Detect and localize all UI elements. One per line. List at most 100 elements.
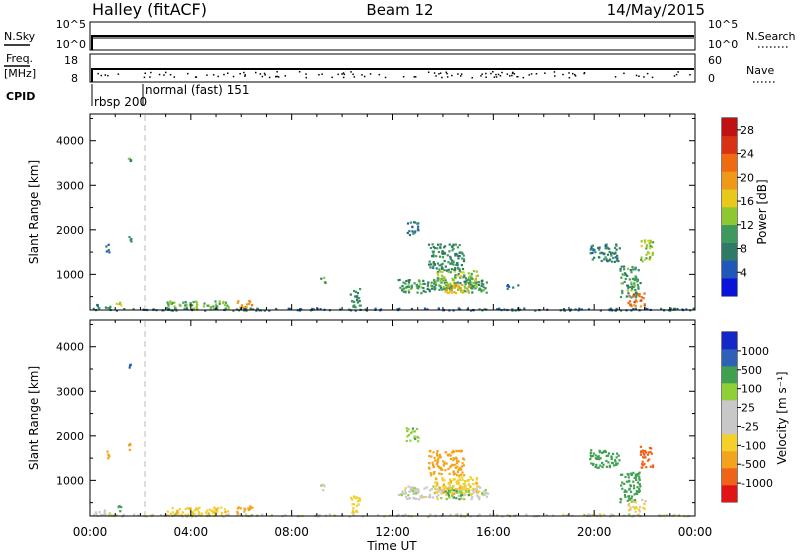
scatter-cell [185, 301, 187, 303]
scatter-cell [128, 158, 130, 160]
scatter-cell [644, 259, 646, 261]
scatter-cell [427, 281, 429, 283]
nave-dot [636, 75, 638, 77]
scatter-cell [446, 463, 448, 465]
nave-dot [244, 75, 246, 77]
scatter-cell [448, 285, 450, 287]
nave-dot [523, 77, 525, 79]
scatter-cell [467, 279, 469, 281]
velocity-colorbar-tick-label: -500 [741, 458, 766, 471]
scatter-cell [464, 480, 466, 482]
scatter-cell [445, 279, 447, 281]
scatter-cell [452, 464, 454, 466]
scatter-cell [182, 511, 184, 513]
scatter-cell [214, 300, 216, 302]
scatter-cell [458, 495, 460, 497]
scatter-cell [616, 453, 618, 455]
nave-dot [494, 76, 496, 78]
nave-dot [354, 76, 356, 78]
nave-dot [531, 73, 533, 75]
scatter-cell [417, 228, 419, 230]
velocity-ylabel: Slant Range [km] [27, 366, 41, 470]
nave-dot [544, 72, 546, 74]
scatter-cell [458, 476, 460, 478]
scatter-cell [462, 268, 464, 270]
scatter-cell [648, 451, 650, 453]
scatter-cell [610, 514, 612, 516]
scatter-cell [639, 293, 641, 295]
nave-dot [509, 75, 511, 77]
scatter-cell [415, 492, 417, 494]
scatter-cell [638, 295, 640, 297]
nave-dot [615, 76, 617, 78]
scatter-cell [458, 498, 460, 500]
velocity-colorbar-segment [722, 451, 737, 468]
scatter-cell [212, 305, 214, 307]
scatter-cell [641, 245, 643, 247]
scatter-cell [607, 254, 609, 256]
nave-dot [575, 75, 577, 77]
scatter-cell [610, 255, 612, 257]
scatter-cell [208, 512, 210, 514]
scatter-cell [466, 480, 468, 482]
scatter-cell [592, 463, 594, 465]
scatter-cell [209, 509, 211, 511]
scatter-cell [432, 451, 434, 453]
scatter-cell [408, 230, 410, 232]
nave-dot [512, 73, 514, 75]
scatter-cell [629, 484, 631, 486]
nsky-label: N.Sky [4, 30, 36, 43]
scatter-cell [609, 465, 611, 467]
scatter-cell [172, 511, 174, 513]
scatter-cell [628, 513, 630, 515]
nave-dot [321, 73, 323, 75]
scatter-cell [430, 456, 432, 458]
scatter-cell [353, 496, 355, 498]
scatter-cell [408, 279, 410, 281]
scatter-cell [607, 461, 609, 463]
nave-dot [223, 74, 225, 76]
nave-dot [403, 76, 405, 78]
power-colorbar-tick-label: 8 [740, 243, 747, 256]
scatter-cell [449, 473, 451, 475]
scatter-cell [402, 492, 404, 494]
power-colorbar-segment [722, 154, 737, 172]
nave-dot [299, 71, 301, 73]
scatter-cell [430, 263, 432, 265]
nsky-tick-bottom: 10^0 [56, 38, 86, 51]
scatter-cell [638, 269, 640, 271]
scatter-cell [626, 481, 628, 483]
nave-dot [306, 77, 308, 79]
scatter-cell [95, 511, 97, 513]
scatter-cell [627, 268, 629, 270]
nave-dot [568, 72, 570, 74]
scatter-cell [414, 438, 416, 440]
nave-dot [195, 76, 197, 78]
scatter-cell [618, 455, 620, 457]
scatter-cell [643, 503, 645, 505]
scatter-cell [405, 496, 407, 498]
nave-dot [385, 77, 387, 79]
scatter-cell [481, 493, 483, 495]
scatter-cell [445, 451, 447, 453]
scatter-cell [432, 462, 434, 464]
scatter-cell [590, 252, 592, 254]
velocity-colorbar-tick-label: 25 [741, 402, 755, 415]
scatter-cell [606, 466, 608, 468]
y-tick-label: 1000 [56, 268, 84, 281]
nave-dot [239, 73, 241, 75]
scatter-cell [637, 481, 639, 483]
scatter-cell [443, 484, 445, 486]
scatter-cell [634, 508, 636, 510]
nave-dot [255, 72, 257, 74]
nave-dot [285, 75, 287, 77]
scatter-cell [203, 305, 205, 307]
scatter-cell [450, 258, 452, 260]
scatter-cell [429, 450, 431, 452]
y-tick-label: 3000 [56, 179, 84, 192]
scatter-cell [437, 272, 439, 274]
scatter-cell [441, 275, 443, 277]
scatter-cell [624, 494, 626, 496]
nave-dot [446, 72, 448, 74]
scatter-cell [108, 514, 110, 516]
